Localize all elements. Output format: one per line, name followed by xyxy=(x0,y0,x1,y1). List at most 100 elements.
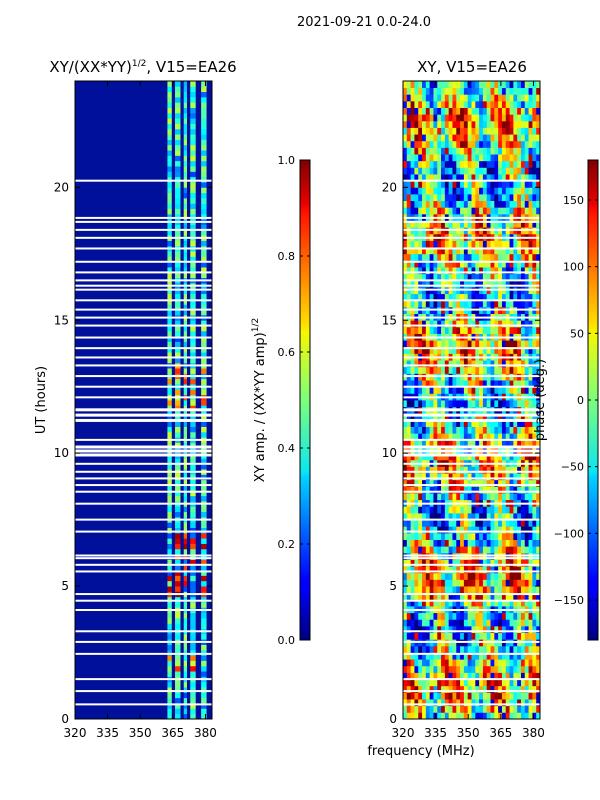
phase-cell xyxy=(532,207,537,215)
phase-flagged-row xyxy=(403,413,540,417)
phase-cell xyxy=(433,207,438,215)
phase-cell xyxy=(441,625,446,634)
phase-cell xyxy=(536,280,541,288)
phase-cell xyxy=(520,645,526,653)
amplitude-cell xyxy=(183,251,187,257)
phase-cell xyxy=(418,273,423,281)
phase-heatmap-cells xyxy=(403,81,541,720)
phase-cell xyxy=(441,705,446,713)
amplitude-cell xyxy=(175,118,181,124)
phase-cell xyxy=(528,665,533,673)
phase-cell xyxy=(406,340,412,348)
phase-cell xyxy=(463,147,469,155)
phase-cell xyxy=(517,140,522,148)
phase-cell xyxy=(456,546,461,554)
amplitude-cell xyxy=(167,378,172,385)
phase-cell xyxy=(444,572,450,580)
phase-cell xyxy=(471,273,476,281)
phase-cell xyxy=(444,107,450,115)
phase-cell xyxy=(498,486,503,494)
phase-cell xyxy=(528,473,533,481)
phase-cell xyxy=(444,439,450,447)
amplitude-cell xyxy=(167,612,172,619)
amplitude-cell xyxy=(175,415,181,422)
phase-cell xyxy=(460,200,465,208)
phase-cell xyxy=(452,426,457,434)
phase-cell xyxy=(425,147,431,155)
phase-cell xyxy=(425,426,431,434)
phase-cell xyxy=(532,479,537,487)
amplitude-colorbar-gradient xyxy=(299,159,311,641)
phase-cell xyxy=(505,380,510,388)
phase-cell xyxy=(403,267,408,275)
phase-cell xyxy=(444,612,450,620)
phase-cell xyxy=(433,413,438,421)
phase-cell xyxy=(433,320,438,328)
phase-cell xyxy=(479,486,484,494)
phase-cell xyxy=(513,140,518,148)
phase-cell xyxy=(536,340,541,348)
phase-cell xyxy=(406,167,412,175)
amplitude-cell xyxy=(183,192,187,199)
phase-cell xyxy=(425,712,431,720)
phase-cell xyxy=(429,260,434,268)
phase-cell xyxy=(509,493,514,501)
amplitude-cell xyxy=(175,352,181,358)
phase-cell xyxy=(471,340,476,348)
phase-cell xyxy=(437,612,442,620)
phase-cell xyxy=(524,340,529,348)
phase-cell xyxy=(513,599,518,607)
phase-cell xyxy=(524,220,529,228)
phase-cell xyxy=(498,207,503,215)
phase-cell xyxy=(452,220,457,228)
phase-cell xyxy=(429,193,434,202)
phase-cell xyxy=(414,539,419,547)
phase-cell xyxy=(475,473,480,481)
phase-cell xyxy=(505,386,510,394)
phase-cell xyxy=(410,599,415,607)
phase-cell xyxy=(490,400,495,408)
phase-cell xyxy=(403,599,408,607)
phase-cell xyxy=(437,81,442,89)
phase-cell xyxy=(429,619,434,627)
phase-cell xyxy=(505,346,510,354)
phase-cell xyxy=(482,386,488,394)
phase-cell xyxy=(406,207,412,215)
phase-cell xyxy=(509,699,514,707)
phase-cell xyxy=(460,220,465,228)
phase-cell xyxy=(414,220,419,228)
phase-cell xyxy=(471,240,476,248)
phase-cell xyxy=(414,426,419,434)
phase-cell xyxy=(403,293,408,301)
phase-cell xyxy=(536,526,541,534)
phase-cell xyxy=(406,705,412,713)
phase-cell xyxy=(418,134,423,142)
phase-cell xyxy=(532,419,537,427)
phase-cell xyxy=(403,174,408,182)
amplitude-cell xyxy=(190,134,196,140)
amplitude-cell xyxy=(167,681,172,688)
phase-cell xyxy=(482,360,488,368)
phase-cell xyxy=(467,672,472,680)
phase-cell xyxy=(501,705,507,713)
phase-cell xyxy=(486,193,491,202)
phase-cell xyxy=(532,426,537,434)
phase-cell xyxy=(418,160,423,168)
phase-cell xyxy=(524,453,529,461)
phase-cell xyxy=(452,679,457,687)
phase-cell xyxy=(471,187,476,195)
phase-cell xyxy=(498,453,503,461)
phase-cell xyxy=(414,260,419,268)
phase-cell xyxy=(452,187,457,195)
phase-cell xyxy=(479,579,484,587)
phase-cell xyxy=(479,267,484,275)
phase-cell xyxy=(471,280,476,288)
amplitude-cell xyxy=(175,368,181,374)
amplitude-cell xyxy=(167,182,172,188)
phase-cell xyxy=(463,380,469,388)
amplitude-cell xyxy=(183,697,187,704)
phase-cell xyxy=(418,493,423,501)
phase-cell xyxy=(422,419,427,427)
phase-cell xyxy=(414,532,419,540)
phase-cell xyxy=(444,147,450,155)
